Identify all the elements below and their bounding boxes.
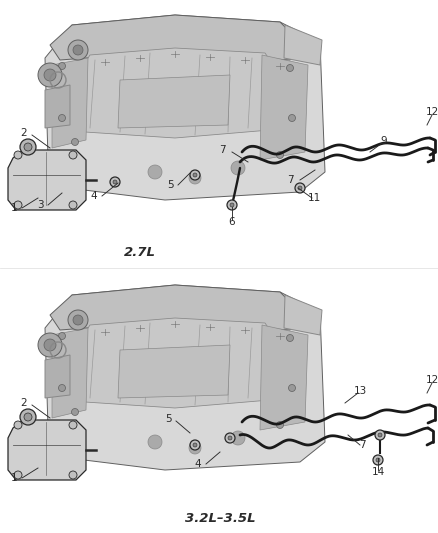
- Text: 6: 6: [229, 217, 235, 227]
- Text: 14: 14: [371, 467, 385, 477]
- Circle shape: [230, 203, 234, 207]
- Text: 2.7L: 2.7L: [124, 246, 156, 259]
- Circle shape: [276, 422, 283, 429]
- Text: 12: 12: [425, 375, 438, 385]
- Text: 2: 2: [21, 128, 27, 138]
- Circle shape: [228, 436, 232, 440]
- Circle shape: [44, 339, 56, 351]
- Circle shape: [38, 63, 62, 87]
- Text: 1: 1: [11, 473, 18, 483]
- Text: 11: 11: [307, 193, 321, 203]
- Circle shape: [190, 170, 200, 180]
- Circle shape: [73, 315, 83, 325]
- Polygon shape: [72, 48, 280, 138]
- Circle shape: [59, 115, 66, 122]
- Polygon shape: [52, 328, 88, 418]
- Circle shape: [59, 62, 66, 69]
- Polygon shape: [45, 285, 325, 470]
- Circle shape: [193, 443, 197, 447]
- Circle shape: [148, 165, 162, 179]
- Polygon shape: [8, 150, 86, 210]
- Circle shape: [227, 200, 237, 210]
- Circle shape: [14, 201, 22, 209]
- Circle shape: [376, 458, 380, 462]
- Circle shape: [295, 183, 305, 193]
- Polygon shape: [45, 85, 70, 128]
- Text: 3.2L–3.5L: 3.2L–3.5L: [185, 512, 255, 524]
- Circle shape: [289, 115, 296, 122]
- Circle shape: [276, 151, 283, 158]
- Circle shape: [193, 173, 197, 177]
- Circle shape: [231, 161, 245, 175]
- Polygon shape: [45, 15, 325, 200]
- Text: 5: 5: [165, 414, 171, 424]
- Circle shape: [286, 64, 293, 71]
- Text: 13: 13: [353, 386, 367, 396]
- Text: 4: 4: [194, 459, 201, 469]
- Circle shape: [68, 310, 88, 330]
- Circle shape: [225, 433, 235, 443]
- Text: 2: 2: [21, 398, 27, 408]
- Text: 9: 9: [381, 136, 387, 146]
- Circle shape: [68, 40, 88, 60]
- Circle shape: [286, 335, 293, 342]
- Circle shape: [14, 421, 22, 429]
- Text: 5: 5: [167, 180, 173, 190]
- Circle shape: [69, 421, 77, 429]
- Circle shape: [231, 431, 245, 445]
- Circle shape: [71, 408, 78, 416]
- Text: 7: 7: [219, 145, 225, 155]
- Text: 1: 1: [11, 203, 18, 213]
- Circle shape: [113, 180, 117, 184]
- Circle shape: [190, 440, 200, 450]
- Polygon shape: [118, 75, 230, 128]
- Polygon shape: [50, 285, 300, 330]
- Circle shape: [148, 435, 162, 449]
- Text: 7: 7: [359, 440, 365, 450]
- Circle shape: [44, 69, 56, 81]
- Text: 3: 3: [37, 200, 43, 210]
- Polygon shape: [50, 15, 300, 60]
- Circle shape: [373, 455, 383, 465]
- Circle shape: [24, 143, 32, 151]
- Circle shape: [110, 177, 120, 187]
- Polygon shape: [72, 318, 280, 408]
- Circle shape: [69, 201, 77, 209]
- Circle shape: [73, 45, 83, 55]
- Circle shape: [20, 139, 36, 155]
- Circle shape: [69, 471, 77, 479]
- Circle shape: [38, 333, 62, 357]
- Polygon shape: [284, 25, 322, 65]
- Polygon shape: [260, 55, 308, 160]
- Circle shape: [378, 433, 382, 437]
- Circle shape: [298, 186, 302, 190]
- Circle shape: [289, 384, 296, 392]
- Circle shape: [69, 151, 77, 159]
- Polygon shape: [45, 355, 70, 398]
- Circle shape: [59, 384, 66, 392]
- Circle shape: [71, 139, 78, 146]
- Polygon shape: [52, 58, 88, 148]
- Circle shape: [189, 172, 201, 184]
- Circle shape: [59, 333, 66, 340]
- Circle shape: [189, 442, 201, 454]
- Polygon shape: [8, 420, 86, 480]
- Polygon shape: [118, 345, 230, 398]
- Text: 4: 4: [91, 191, 97, 201]
- Circle shape: [20, 409, 36, 425]
- Text: 12: 12: [425, 107, 438, 117]
- Circle shape: [375, 430, 385, 440]
- Polygon shape: [260, 325, 308, 430]
- Circle shape: [24, 413, 32, 421]
- Circle shape: [14, 471, 22, 479]
- Circle shape: [14, 151, 22, 159]
- Text: 7: 7: [287, 175, 293, 185]
- Polygon shape: [284, 295, 322, 335]
